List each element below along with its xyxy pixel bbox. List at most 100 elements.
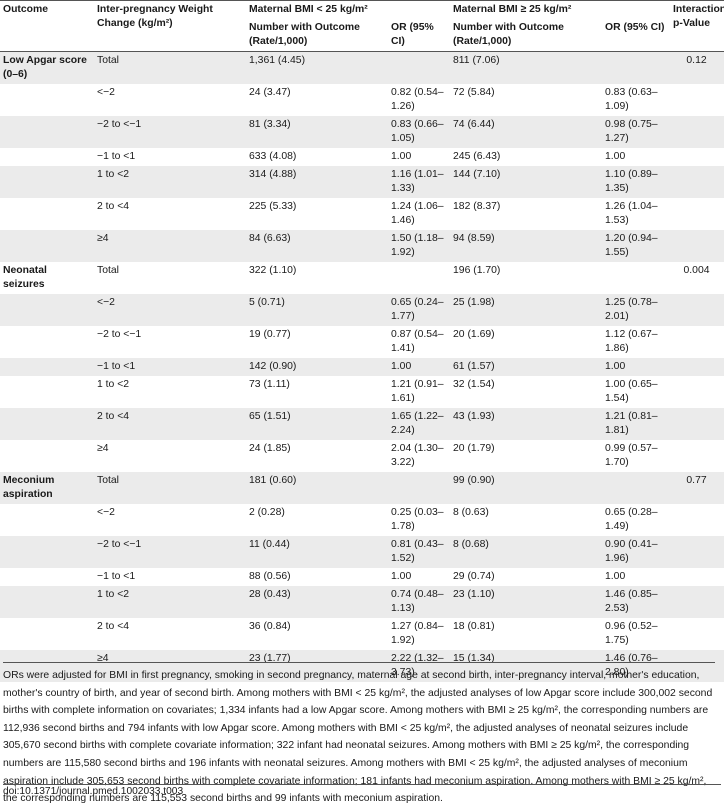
- interaction-p-cell: [670, 294, 724, 326]
- count-high-cell: 182 (8.37): [453, 201, 501, 212]
- weight-change-cell: <−2: [94, 294, 246, 326]
- count-low-cell: 28 (0.43): [246, 586, 388, 618]
- interaction-p-cell: [670, 84, 724, 116]
- outcome-cell: Meconium aspiration: [0, 472, 94, 504]
- table-header: Outcome Inter-pregnancy Weight Change (k…: [0, 0, 724, 52]
- weight-change-cell: 2 to <4: [97, 621, 130, 632]
- count-high-cell: 29 (0.74): [453, 571, 495, 582]
- count-low-cell: 314 (4.88): [246, 166, 388, 198]
- count-high-cell: 61 (1.57): [450, 358, 603, 376]
- interaction-p-cell: [670, 536, 724, 568]
- interaction-p-cell: [670, 586, 724, 618]
- count-high-cell: 32 (1.54): [453, 379, 495, 390]
- count-low-cell: 88 (0.56): [249, 571, 291, 582]
- count-high-cell: 74 (6.44): [450, 116, 603, 148]
- or-high-cell: 1.00: [605, 151, 626, 162]
- table-row: <−2 2 (0.28) 0.25 (0.03–1.78) 8 (0.63) 0.65 …: [0, 504, 724, 536]
- outcome-cell: [0, 568, 94, 586]
- table-row: <−2 24 (3.47) 0.82 (0.54–1.26) 72 (5.84) 0.8…: [0, 84, 724, 116]
- or-high-cell: 0.65 (0.28–1.49): [605, 507, 658, 532]
- count-low-cell: 225 (5.33): [249, 201, 297, 212]
- or-low-cell: 1.50 (1.18–1.92): [388, 230, 451, 262]
- interaction-p-cell: [670, 230, 724, 262]
- count-high-cell: 8 (0.68): [450, 536, 603, 568]
- or-low-cell: 0.81 (0.43–1.52): [388, 536, 451, 568]
- interaction-p-cell: [670, 440, 724, 472]
- or-high-cell: 1.46 (0.76–2.80): [602, 650, 671, 682]
- interaction-p-cell: 0.12: [670, 51, 724, 84]
- table-row: −1 to <1 633 (4.08) 1.00 245 (6.43) 1.00: [0, 148, 724, 166]
- weight-change-cell: 2 to <4: [94, 408, 246, 440]
- or-high-cell: 1.00 (0.65–1.54): [605, 379, 658, 404]
- interaction-p-cell: [670, 650, 724, 682]
- doi-label: doi:10.1371/journal.pmed.1002033.t003: [3, 784, 721, 797]
- or-low-cell: 0.82 (0.54–1.26): [391, 87, 444, 112]
- weight-change-cell: Total: [94, 472, 246, 504]
- table-row: Meconium aspiration Total 181 (0.60) 99 (0.…: [0, 472, 724, 504]
- table-row: 2 to <4 36 (0.84) 1.27 (0.84–1.92) 18 (0.81…: [0, 618, 724, 650]
- or-low-cell: [388, 472, 451, 504]
- table-row: −1 to <1 88 (0.56) 1.00 29 (0.74) 1.00: [0, 568, 724, 586]
- count-high-cell: 23 (1.10): [450, 586, 603, 618]
- or-low-cell: 0.83 (0.66–1.05): [388, 116, 451, 148]
- or-low-cell: 2.04 (1.30–3.22): [391, 443, 444, 468]
- or-high-cell: 1.21 (0.81–1.81): [602, 408, 671, 440]
- or-low-cell: 1.21 (0.91–1.61): [391, 379, 444, 404]
- or-low-cell: 0.65 (0.24–1.77): [388, 294, 451, 326]
- count-low-cell: 73 (1.11): [249, 379, 290, 390]
- table-row: −1 to <1 142 (0.90) 1.00 61 (1.57) 1.00: [0, 358, 724, 376]
- or-low-cell: 0.87 (0.54–1.41): [391, 329, 444, 354]
- outcome-cell: [0, 408, 94, 440]
- interaction-p-cell: [670, 504, 724, 536]
- interaction-p-cell: [670, 116, 724, 148]
- or-low-cell: 1.00: [391, 151, 412, 162]
- or-low-cell: 1.00: [388, 358, 451, 376]
- outcome-cell: [0, 148, 94, 166]
- outcome-cell: [0, 536, 94, 568]
- outcome-cell: [0, 440, 94, 472]
- or-high-cell: 0.83 (0.63–1.09): [605, 87, 658, 112]
- count-high-cell: 20 (1.79): [453, 443, 495, 454]
- header-outcome: Outcome: [0, 0, 94, 52]
- or-high-cell: [602, 262, 670, 294]
- footnote-text: ORs were adjusted for BMI in first pregn…: [3, 670, 713, 805]
- count-low-cell: 23 (1.77): [246, 650, 388, 682]
- count-high-cell: 811 (7.06): [450, 51, 603, 84]
- count-low-cell: 24 (1.85): [249, 443, 291, 454]
- outcome-cell: Neonatal seizures: [3, 265, 47, 290]
- or-low-cell: 0.74 (0.48–1.13): [388, 586, 451, 618]
- count-high-cell: 25 (1.98): [450, 294, 603, 326]
- table-body: Low Apgar score (0–6) Total 1,361 (4.45) 81…: [0, 51, 724, 682]
- weight-change-cell: −1 to <1: [94, 358, 246, 376]
- header-interaction-p: Interaction p-Value: [670, 0, 724, 52]
- weight-change-cell: −2 to <−1: [97, 329, 142, 340]
- interaction-p-cell: [670, 326, 724, 358]
- outcome-cell: [0, 358, 94, 376]
- or-high-cell: 0.96 (0.52–1.75): [605, 621, 658, 646]
- count-low-cell: 81 (3.34): [246, 116, 388, 148]
- or-high-cell: 1.00: [602, 358, 671, 376]
- or-high-cell: 1.46 (0.85–2.53): [602, 586, 671, 618]
- count-low-cell: 1,361 (4.45): [246, 51, 388, 84]
- outcome-cell: [0, 504, 94, 536]
- outcome-cell: [0, 376, 94, 408]
- count-low-cell: 322 (1.10): [249, 265, 297, 276]
- or-low-cell: [388, 262, 450, 294]
- or-low-cell: 1.65 (1.22–2.24): [388, 408, 451, 440]
- table-row: <−2 5 (0.71) 0.65 (0.24–1.77) 25 (1.98) 1.25…: [0, 294, 724, 326]
- table-row: 1 to <2 314 (4.88) 1.16 (1.01–1.33) 144 (7.…: [0, 166, 724, 198]
- count-high-cell: 144 (7.10): [450, 166, 603, 198]
- count-high-cell: 94 (8.59): [450, 230, 603, 262]
- interaction-p-cell: 0.77: [670, 472, 724, 504]
- or-high-cell: 0.90 (0.41–1.96): [602, 536, 671, 568]
- interaction-p-cell: [670, 148, 724, 166]
- or-low-cell: 1.24 (1.06–1.46): [391, 201, 444, 226]
- interaction-p-cell: [670, 198, 724, 230]
- weight-change-cell: 1 to <2: [97, 379, 130, 390]
- outcome-cell: [0, 326, 94, 358]
- or-high-cell: 1.12 (0.67–1.86): [605, 329, 658, 354]
- count-high-cell: 99 (0.90): [450, 472, 603, 504]
- count-low-cell: 36 (0.84): [249, 621, 291, 632]
- header-bmi-high-group: Maternal BMI ≥ 25 kg/m²: [450, 0, 671, 19]
- count-low-cell: 11 (0.44): [246, 536, 388, 568]
